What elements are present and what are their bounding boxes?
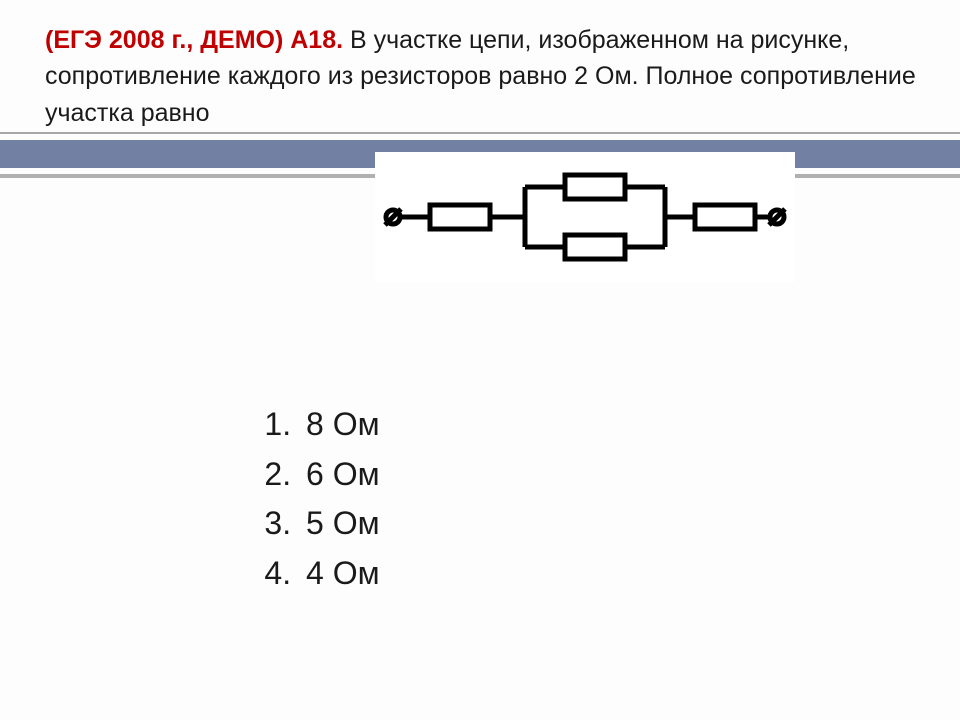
circuit-svg [375, 152, 795, 282]
answer-option: 5 Ом [300, 499, 380, 549]
title-source: (ЕГЭ 2008 г., ДЕМО) А18. [45, 26, 343, 54]
answer-options: 8 Ом 6 Ом 5 Ом 4 Ом [245, 400, 380, 598]
answer-option: 6 Ом [300, 450, 380, 500]
answer-list: 8 Ом 6 Ом 5 Ом 4 Ом [245, 400, 380, 598]
answer-option: 4 Ом [300, 549, 380, 599]
circuit-diagram [375, 152, 795, 282]
divider-top-line [0, 132, 960, 134]
question-title: (ЕГЭ 2008 г., ДЕМО) А18. В участке цепи,… [45, 22, 925, 131]
answer-option: 8 Ом [300, 400, 380, 450]
slide: (ЕГЭ 2008 г., ДЕМО) А18. В участке цепи,… [0, 0, 960, 720]
